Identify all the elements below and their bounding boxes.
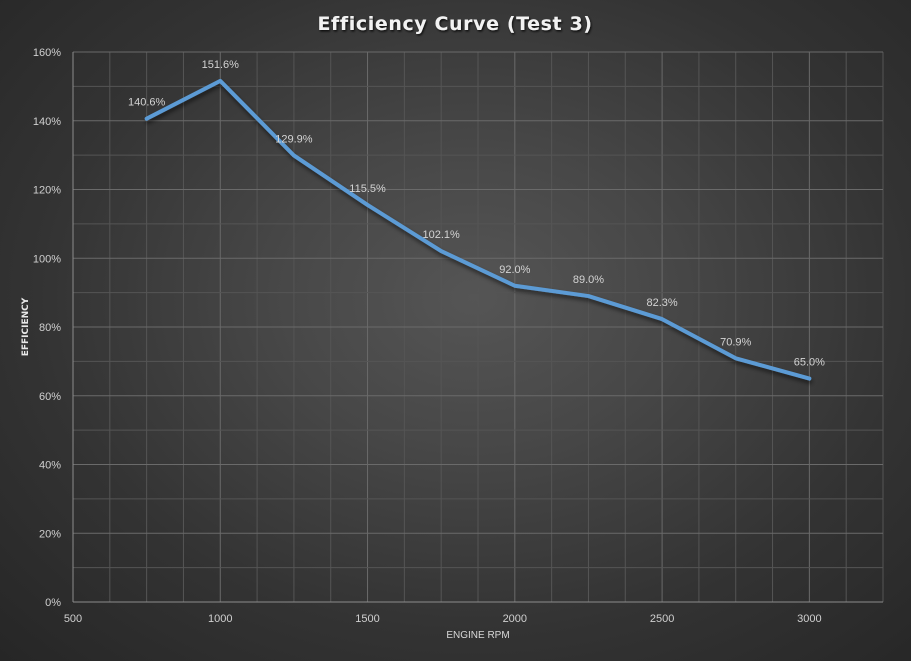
data-labels: 140.6% 151.6% 129.9% 115.5% 102.1% 92.0% 89.0%…	[128, 59, 825, 369]
y-tick-label: 80%	[39, 322, 61, 334]
x-tick-label: 2000	[503, 613, 527, 625]
data-label: 70.9%	[720, 336, 751, 348]
y-tick-label: 100%	[33, 253, 61, 265]
series-line	[144, 78, 812, 381]
y-tick-label: 20%	[39, 528, 61, 540]
y-tick-label: 60%	[39, 391, 61, 403]
data-label: 92.0%	[499, 264, 530, 276]
gridlines	[73, 51, 884, 602]
x-tick-label: 2500	[650, 613, 674, 625]
data-label: 129.9%	[275, 133, 313, 145]
y-tick-label: 40%	[39, 460, 61, 472]
y-axis-label: EFFICIENCY	[21, 297, 31, 356]
y-tick-label: 0%	[45, 597, 61, 609]
data-label: 151.6%	[202, 59, 240, 71]
x-tick-label: 3000	[797, 613, 821, 625]
data-label: 115.5%	[349, 183, 386, 195]
axes	[72, 52, 883, 603]
y-tick-label: 120%	[33, 185, 61, 197]
y-axis-ticks: 0% 20% 40% 60% 80% 100% 120% 140% 160%	[33, 47, 61, 609]
chart-title: Efficiency Curve (Test 3)	[317, 13, 592, 35]
data-label: 82.3%	[646, 297, 677, 309]
data-label: 140.6%	[128, 97, 166, 109]
x-tick-label: 500	[64, 613, 82, 625]
data-label: 89.0%	[573, 274, 604, 286]
y-tick-label: 140%	[33, 116, 61, 128]
x-axis-ticks: 500 1000 1500 2000 2500 3000	[64, 613, 822, 625]
x-tick-label: 1500	[355, 613, 379, 625]
data-label: 102.1%	[423, 229, 461, 241]
data-label: 65.0%	[794, 357, 825, 369]
y-tick-label: 160%	[33, 47, 61, 59]
x-tick-label: 1000	[208, 613, 232, 625]
x-axis-label: ENGINE RPM	[446, 630, 509, 641]
series-efficiency	[144, 78, 812, 381]
